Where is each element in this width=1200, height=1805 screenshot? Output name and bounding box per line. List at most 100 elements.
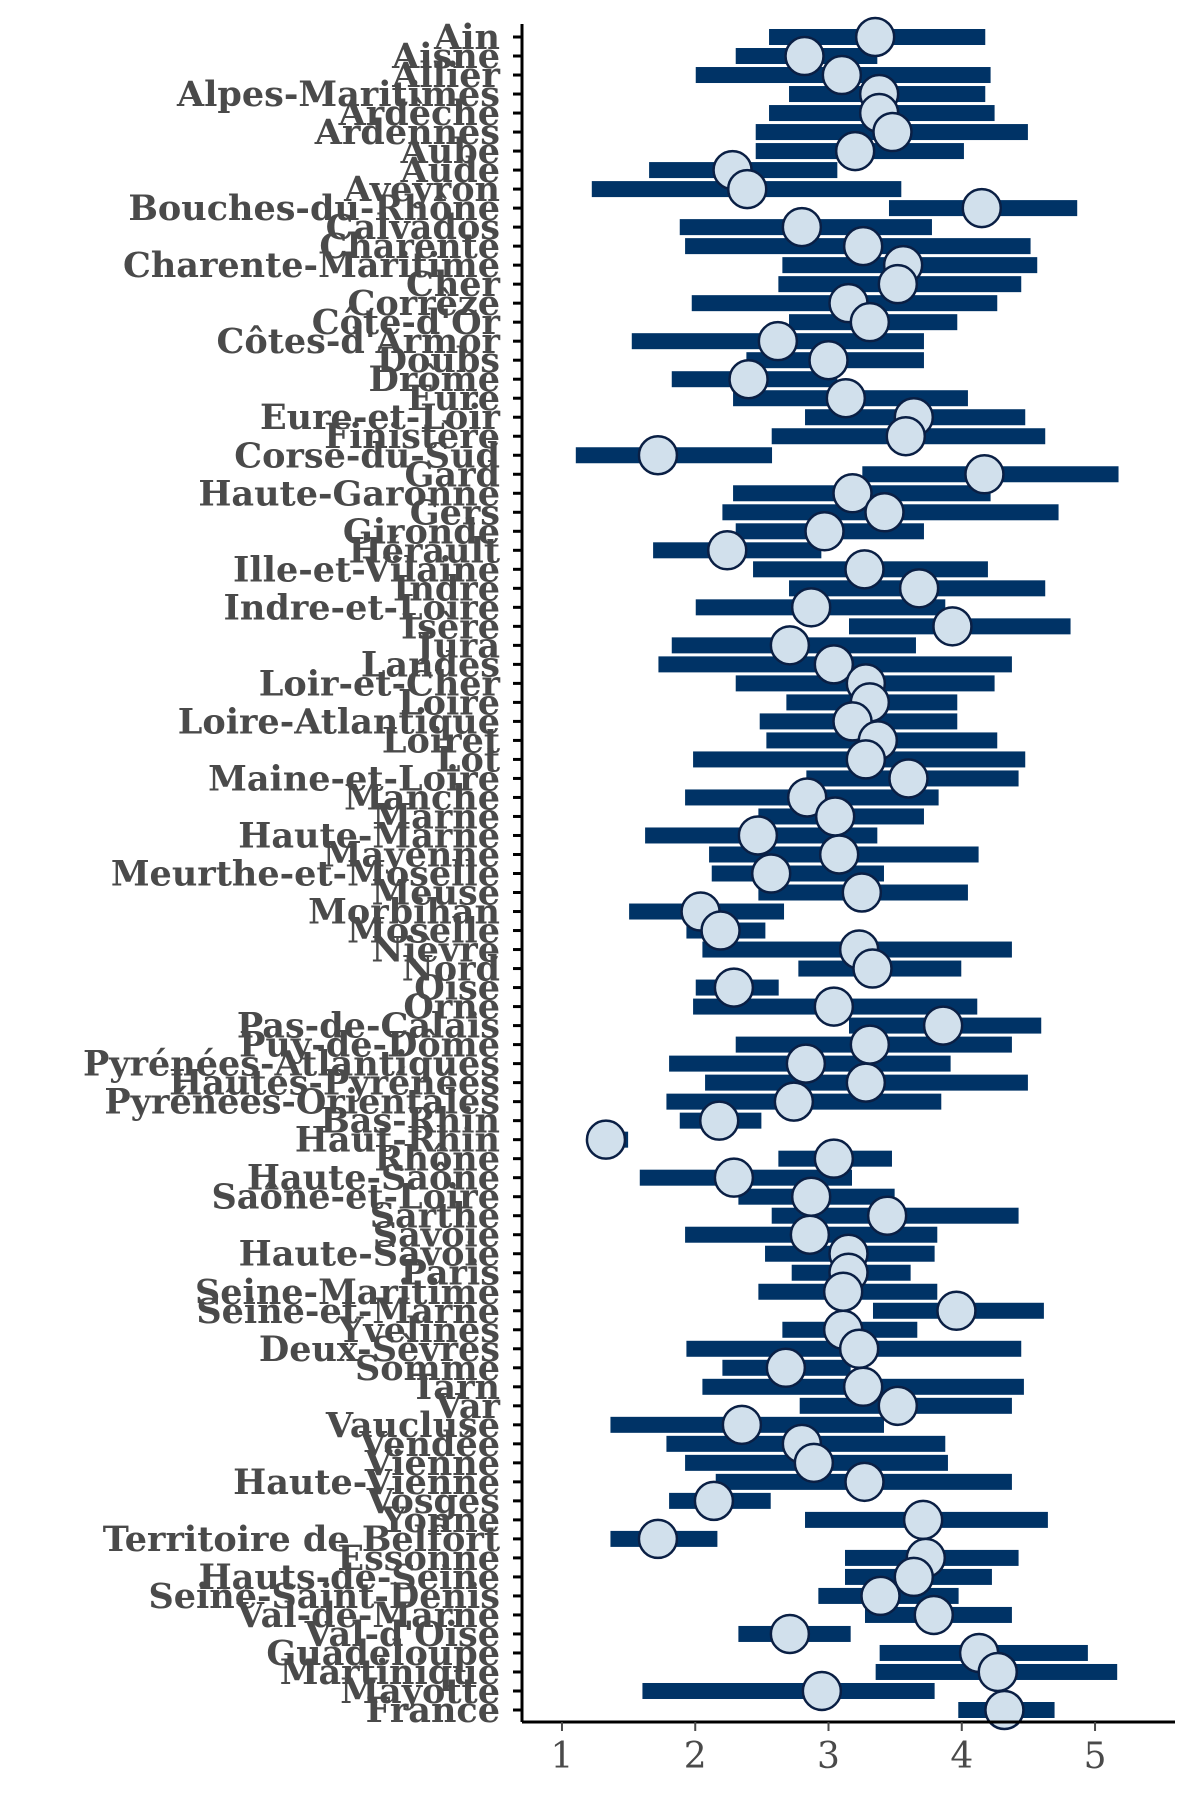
- category-label: Pyrénées-Atlantiques: [83, 1044, 500, 1085]
- interval-bars: [574, 28, 1120, 1719]
- x-tick-label: 5: [1084, 1736, 1107, 1777]
- category-label: Loire: [398, 682, 500, 723]
- estimate-point: [893, 1556, 935, 1598]
- category-label: Orne: [403, 987, 500, 1028]
- estimate-point: [877, 1385, 919, 1427]
- estimate-point: [984, 1689, 1025, 1731]
- category-label: Nord: [402, 949, 500, 990]
- category-label: Gers: [410, 492, 500, 533]
- estimate-point: [790, 587, 832, 628]
- category-label: Haute-Marne: [238, 815, 500, 856]
- estimate-point: [737, 815, 779, 856]
- estimate-point: [842, 225, 884, 267]
- category-label: Puy-de-Dôme: [239, 1025, 500, 1066]
- category-label: Aube: [400, 131, 500, 172]
- estimate-point: [721, 1404, 763, 1446]
- category-label: Guadeloupe: [266, 1633, 500, 1674]
- estimate-point: [818, 834, 860, 875]
- category-label: Moselle: [347, 911, 500, 952]
- estimate-point: [961, 187, 1003, 229]
- category-label: Bas-Rhin: [320, 1101, 500, 1142]
- category-label: Var: [434, 1386, 501, 1427]
- category-label: Hautes-Pyrénées: [169, 1063, 500, 1104]
- estimate-point: [786, 777, 828, 818]
- category-label: Territoire de Belfort: [103, 1519, 500, 1560]
- estimate-point: [872, 111, 913, 153]
- estimate-point: [849, 301, 891, 343]
- estimate-point: [808, 339, 849, 381]
- estimate-point: [822, 1271, 864, 1312]
- category-label: Côte-d'Or: [312, 302, 501, 343]
- category-label: Val-d'Oise: [304, 1614, 500, 1655]
- category-label: Charente-Maritime: [123, 245, 500, 286]
- estimate-point: [866, 1195, 908, 1236]
- category-label: Savoie: [373, 1215, 500, 1256]
- estimate-point: [813, 986, 855, 1027]
- category-label: Seine-et-Marne: [196, 1291, 500, 1332]
- estimate-point: [728, 358, 769, 400]
- estimate-point: [773, 1081, 815, 1122]
- category-label: Aveyron: [343, 169, 500, 210]
- category-label: Allier: [391, 55, 500, 96]
- x-tick-label: 3: [817, 1736, 840, 1777]
- category-label: Rhône: [374, 1139, 500, 1180]
- estimate-point: [821, 54, 863, 96]
- estimate-point: [849, 1024, 891, 1065]
- category-label: Haute-Saône: [247, 1158, 500, 1199]
- category-label: Ille-et-Vilaine: [233, 549, 500, 590]
- category-label: Loir-et-Cher: [259, 663, 501, 704]
- estimate-point: [922, 1005, 964, 1046]
- category-label: Vendée: [358, 1424, 500, 1465]
- category-label: Vosges: [366, 1481, 500, 1522]
- estimate-point: [852, 948, 893, 989]
- estimate-point: [936, 1290, 977, 1332]
- estimate-point: [726, 168, 768, 210]
- estimate-point: [706, 530, 748, 571]
- category-label: Hauts-de-Seine: [199, 1557, 500, 1598]
- estimate-point: [902, 1499, 944, 1541]
- category-label: Martinique: [280, 1652, 500, 1693]
- category-label: Corse-du-Sud: [234, 435, 500, 476]
- estimate-point: [877, 263, 919, 305]
- x-tick-label: 4: [950, 1736, 973, 1777]
- estimate-point: [844, 549, 885, 590]
- estimate-point: [832, 473, 873, 514]
- category-labels: AinAisneAllierAlpes-MaritimesArdècheArde…: [83, 17, 501, 1731]
- estimate-point: [864, 492, 905, 533]
- category-label: Calvados: [326, 207, 500, 248]
- estimate-point: [637, 1518, 679, 1560]
- category-label: Finistère: [324, 416, 500, 457]
- category-label: Sarthe: [370, 1196, 500, 1237]
- category-label: Ardennes: [314, 112, 500, 153]
- estimate-point: [804, 511, 845, 552]
- category-label: Doubs: [377, 340, 500, 381]
- estimate-point: [784, 35, 825, 77]
- category-label: Saône-et-Loire: [212, 1177, 500, 1218]
- category-label: Loire-Atlantique: [178, 701, 500, 742]
- estimate-point: [713, 967, 755, 1008]
- estimate-point: [844, 1461, 885, 1503]
- category-label: Pyrénées-Orientales: [104, 1082, 500, 1123]
- estimate-point: [793, 1442, 835, 1484]
- category-label: Charente: [319, 226, 500, 267]
- estimate-point: [769, 625, 811, 666]
- category-label: Deux-Sèvres: [259, 1329, 500, 1370]
- category-label: Alpes-Maritimes: [176, 74, 500, 115]
- estimate-point: [845, 1062, 887, 1103]
- category-label: Aude: [400, 150, 500, 191]
- estimate-point: [693, 1480, 735, 1522]
- category-label: Lot: [436, 739, 500, 780]
- category-label: Nièvre: [371, 930, 500, 971]
- category-label: Isère: [401, 606, 500, 647]
- estimate-point: [698, 1100, 740, 1141]
- estimate-point: [637, 435, 679, 476]
- category-label: Haut-Rhin: [295, 1120, 500, 1161]
- category-label: Somme: [355, 1348, 500, 1389]
- estimate-point: [838, 1328, 880, 1370]
- estimate-point: [964, 454, 1005, 495]
- estimate-point: [898, 568, 940, 609]
- estimate-point: [769, 1613, 811, 1655]
- category-label: Maine-et-Loire: [208, 758, 500, 799]
- category-label: Haute-Garonne: [198, 473, 500, 514]
